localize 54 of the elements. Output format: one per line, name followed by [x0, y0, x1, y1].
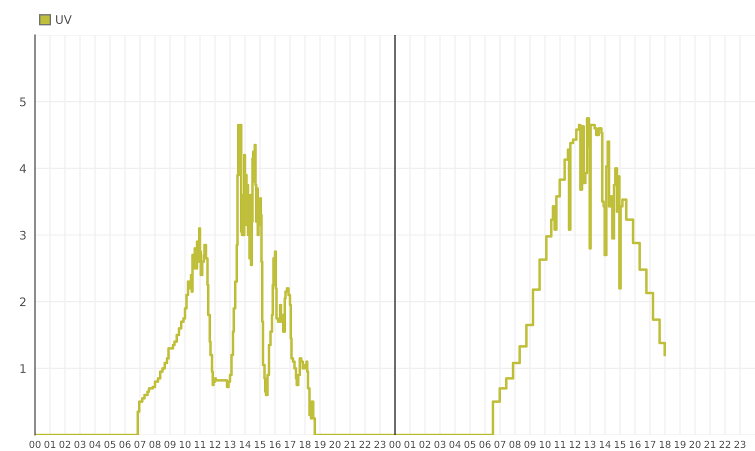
y-tick-label: 1	[20, 364, 26, 373]
x-tick-label: 12	[210, 440, 220, 448]
x-tick-label: 11	[194, 440, 206, 448]
x-tick-label: 01	[404, 440, 416, 448]
x-tick-label: 17	[284, 440, 296, 448]
x-tick-label: 03	[434, 440, 446, 448]
x-tick-label: 19	[314, 440, 326, 448]
x-tick-label: 10	[540, 440, 551, 448]
y-tick-label: 5	[20, 98, 26, 106]
x-tick-label: 18	[300, 440, 311, 448]
x-tick-label: 23	[374, 440, 386, 448]
x-tick-label: 00	[29, 440, 41, 448]
x-tick-label: 08	[509, 440, 521, 448]
x-tick-label: 09	[164, 440, 176, 448]
x-tick-label: 13	[584, 440, 596, 448]
x-tick-label: 04	[89, 440, 101, 448]
x-tick-label: 18	[660, 440, 671, 448]
x-tick-label: 14	[600, 440, 611, 448]
x-tick-label: 15	[254, 440, 266, 448]
x-tick-label: 22	[360, 440, 370, 448]
x-tick-label: 21	[344, 440, 356, 448]
x-tick-label: 01	[44, 440, 56, 448]
x-tick-label: 06	[479, 440, 491, 448]
x-tick-label: 06	[119, 440, 131, 448]
x-tick-label: 05	[104, 440, 116, 448]
x-tick-label: 07	[494, 440, 506, 448]
x-tick-label: 02	[419, 440, 430, 448]
x-tick-label: 09	[524, 440, 536, 448]
x-tick-label: 00	[389, 440, 401, 448]
x-tick-label: 22	[720, 440, 730, 448]
x-tick-label: 05	[464, 440, 476, 448]
x-tick-label: 07	[134, 440, 146, 448]
legend-label: UV	[56, 15, 72, 24]
x-tick-label: 16	[270, 440, 281, 448]
x-tick-label: 21	[704, 440, 716, 448]
x-tick-label: 20	[330, 440, 341, 448]
y-tick-label: 3	[20, 230, 26, 240]
x-tick-label: 11	[554, 440, 566, 448]
x-tick-label: 15	[614, 440, 626, 448]
x-tick-label: 14	[240, 440, 251, 448]
x-tick-label: 13	[224, 440, 236, 448]
x-tick-label: 23	[734, 440, 746, 448]
x-tick-label: 20	[690, 440, 701, 448]
x-tick-label: 19	[674, 440, 686, 448]
y-tick-label: 2	[20, 297, 26, 306]
x-tick-label: 04	[449, 440, 461, 448]
x-tick-label: 12	[570, 440, 580, 448]
y-tick-label: 4	[20, 164, 26, 173]
x-tick-label: 02	[59, 440, 70, 448]
x-tick-label: 03	[74, 440, 86, 448]
x-tick-label: 08	[149, 440, 161, 448]
x-tick-label: 17	[644, 440, 656, 448]
x-tick-label: 10	[180, 440, 191, 448]
x-tick-label: 16	[630, 440, 641, 448]
